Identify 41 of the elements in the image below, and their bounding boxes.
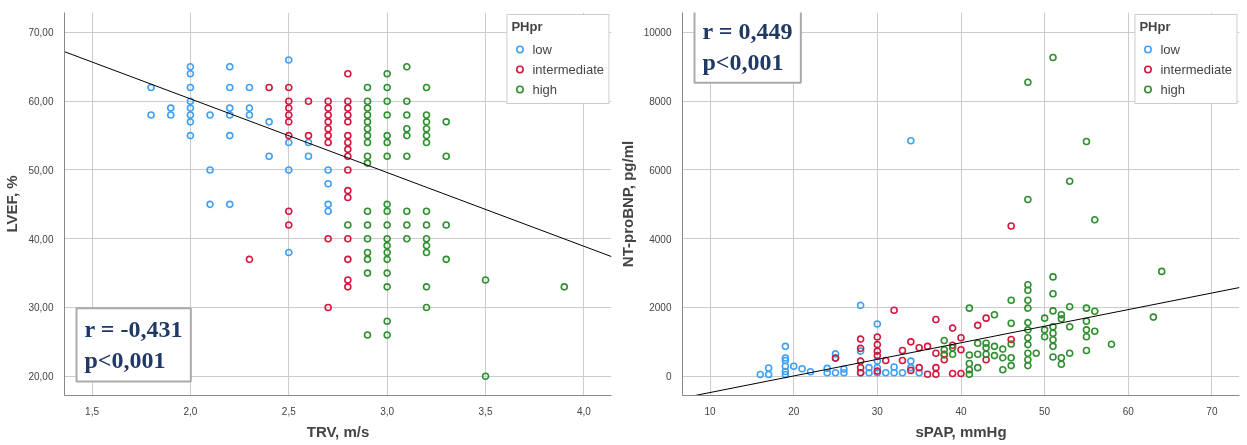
x-tick-label: 40 xyxy=(955,405,967,417)
x-tick-label: 2,0 xyxy=(183,405,198,417)
legend-label: high xyxy=(532,81,558,97)
y-tick-label: 0 xyxy=(665,371,672,383)
y-tick-label: 30,00 xyxy=(28,302,54,314)
x-tick-label: 1,5 xyxy=(85,405,100,417)
x-axis-title: TRV, m/s xyxy=(306,422,370,440)
legend-label: intermediate xyxy=(532,61,604,77)
y-tick-label: 60,00 xyxy=(28,96,54,108)
x-tick-label: 20 xyxy=(788,405,800,417)
y-tick-label: 20,00 xyxy=(28,371,54,383)
x-tick-label: 3,5 xyxy=(478,405,493,417)
legend-label: intermediate xyxy=(1160,61,1232,77)
x-tick-label: 10 xyxy=(704,405,717,417)
x-axis-title: sPAP, mmHg xyxy=(915,422,1007,440)
annotation: r = 0,449 xyxy=(702,17,793,44)
annotation: r = -0,431 xyxy=(84,316,183,343)
x-tick-label: 60 xyxy=(1122,405,1135,417)
legend-label: high xyxy=(1160,81,1186,97)
legend-title: PHpr xyxy=(511,19,544,34)
annotation: p<0,001 xyxy=(84,347,166,374)
x-tick-label: 2,5 xyxy=(281,405,297,417)
y-tick-label: 50,00 xyxy=(28,164,54,176)
x-tick-label: 4,0 xyxy=(577,405,592,417)
annotation: p<0,001 xyxy=(702,48,784,75)
y-axis-title: NT-proBNP, pg/ml xyxy=(618,140,636,268)
y-tick-label: 4000 xyxy=(649,233,672,245)
legend-label: low xyxy=(1160,41,1181,57)
y-tick-label: 2000 xyxy=(649,302,672,314)
y-axis-title: LVEF, % xyxy=(3,175,21,233)
x-tick-label: 50 xyxy=(1039,405,1051,417)
y-tick-label: 70,00 xyxy=(28,27,54,39)
y-tick-label: 10000 xyxy=(643,27,672,39)
x-tick-label: 70 xyxy=(1206,405,1218,417)
legend-title: PHpr xyxy=(1139,19,1172,34)
x-tick-label: 3,0 xyxy=(380,405,395,417)
y-tick-label: 8000 xyxy=(649,96,672,108)
y-tick-label: 6000 xyxy=(649,164,672,176)
y-tick-label: 40,00 xyxy=(28,233,54,245)
x-tick-label: 30 xyxy=(871,405,884,417)
legend-label: low xyxy=(532,41,553,57)
